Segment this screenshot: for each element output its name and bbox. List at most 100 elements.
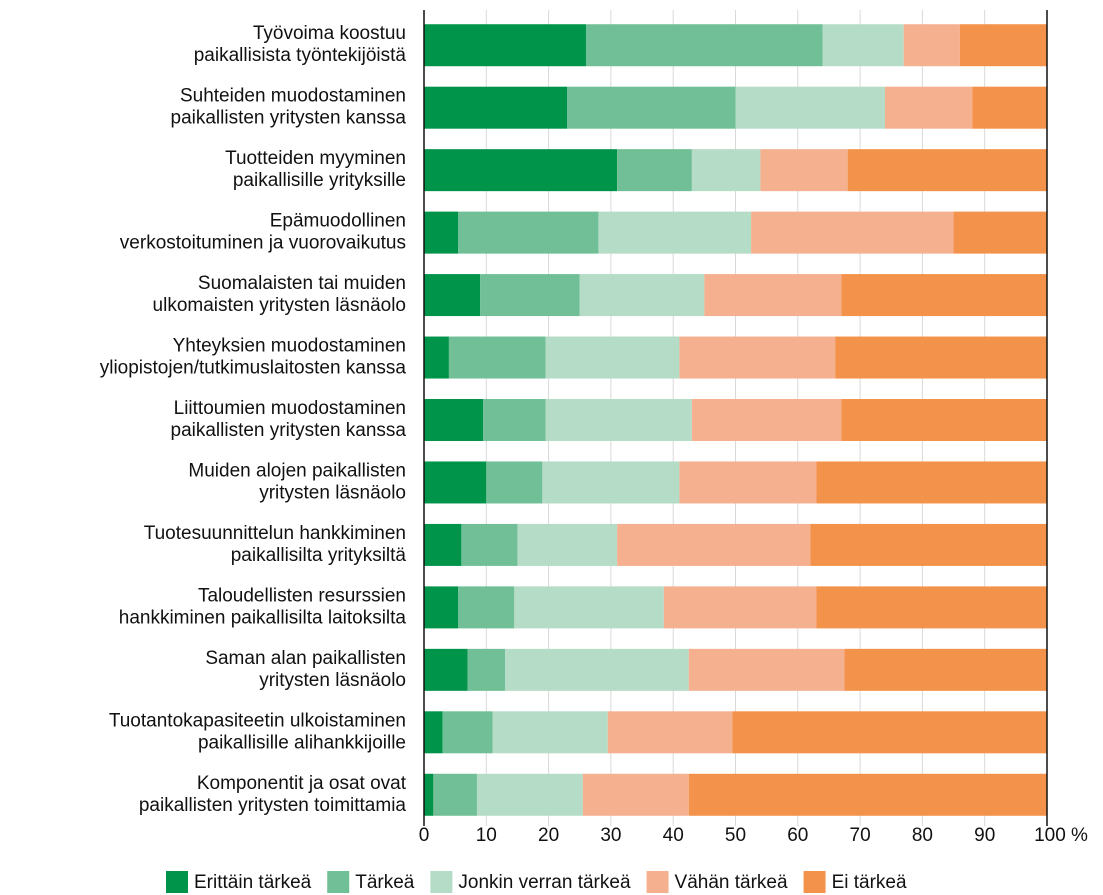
- category-label: paikallisille yrityksille: [233, 170, 406, 191]
- bar-segment: [598, 211, 752, 254]
- category-label: Tuotesuunnittelun hankkiminen: [144, 523, 406, 544]
- bar-segment: [458, 586, 515, 629]
- bar-segment: [579, 274, 705, 317]
- legend-swatch: [430, 871, 453, 893]
- bar-segment: [810, 523, 1047, 566]
- bar-segment: [760, 149, 848, 192]
- legend-swatch: [327, 871, 350, 893]
- bar-segment: [679, 461, 817, 504]
- bar-segment: [480, 274, 580, 317]
- legend-label: Tärkeä: [355, 872, 415, 893]
- bar-segment: [816, 586, 1047, 629]
- x-tick-label: 20: [538, 825, 559, 846]
- category-label: paikallisista työntekijöistä: [194, 45, 407, 66]
- bar-segment: [847, 149, 1047, 192]
- bar-segment: [424, 523, 462, 566]
- bar-segment: [486, 461, 543, 504]
- bar-segment: [663, 586, 817, 629]
- category-label: Suomalaisten tai muiden: [198, 273, 406, 294]
- bar-segment: [841, 274, 1047, 317]
- category-label: yritysten läsnäolo: [259, 482, 406, 503]
- bar-segment: [688, 648, 845, 691]
- bar-segment: [688, 773, 1047, 816]
- x-tick-label: 0: [419, 825, 430, 846]
- category-label: Epämuodollinen: [270, 211, 406, 232]
- category-label: Suhteiden muodostaminen: [180, 86, 406, 107]
- x-tick-label: 90: [974, 825, 995, 846]
- bar-segment: [841, 399, 1047, 441]
- category-label: ulkomaisten yritysten läsnäolo: [153, 295, 406, 316]
- x-tick-label: 100 %: [1034, 825, 1088, 846]
- bar-segment: [424, 586, 459, 629]
- bar-segment: [732, 711, 1047, 754]
- bar-segment: [461, 523, 518, 566]
- legend-label: Ei tärkeä: [832, 872, 907, 893]
- bar-segment: [424, 24, 586, 67]
- category-label: Työvoima koostuu: [253, 23, 406, 44]
- legend-swatch: [166, 871, 188, 893]
- bar-segment: [691, 149, 761, 192]
- category-label: paikallisten yritysten toimittamia: [139, 795, 407, 816]
- bar-segment: [424, 648, 468, 691]
- x-tick-label: 40: [663, 825, 684, 846]
- x-tick-label: 10: [476, 825, 497, 846]
- x-tick-label: 60: [787, 825, 808, 846]
- category-label: paikallisten yritysten kanssa: [171, 420, 407, 441]
- bar-segment: [816, 461, 1047, 504]
- bar-segment: [448, 336, 546, 379]
- bar-segment: [458, 211, 599, 254]
- bar-segment: [424, 461, 487, 504]
- bar-segment: [545, 399, 692, 441]
- bar-segment: [433, 773, 477, 816]
- bar-segment: [424, 711, 443, 754]
- x-tick-label: 80: [912, 825, 933, 846]
- legend-swatch: [803, 871, 826, 893]
- bar-segment: [972, 86, 1047, 129]
- bar-segment: [424, 149, 618, 192]
- bar-segment: [514, 586, 664, 629]
- bar-segment: [467, 648, 505, 691]
- bar-segment: [607, 711, 733, 754]
- category-label: Liittoumien muodostaminen: [174, 398, 406, 419]
- category-label: yritysten läsnäolo: [259, 670, 406, 691]
- category-label: Komponentit ja osat ovat: [197, 773, 407, 794]
- bar-segment: [424, 86, 568, 129]
- legend-label: Jonkin verran tärkeä: [458, 872, 631, 893]
- bar-segment: [735, 86, 886, 129]
- bar-segment: [504, 648, 689, 691]
- bar-segment: [545, 336, 680, 379]
- bar-segment: [542, 461, 680, 504]
- legend-swatch: [646, 871, 669, 893]
- bar-segment: [885, 86, 973, 129]
- bar-segment: [424, 399, 484, 441]
- category-label: Taloudellisten resurssien: [198, 585, 406, 606]
- category-label: Tuotantokapasiteetin ulkoistaminen: [109, 710, 406, 731]
- bar-segment: [476, 773, 583, 816]
- category-label: hankkiminen paikallisilta laitoksilta: [119, 607, 407, 628]
- bar-segment: [822, 24, 904, 67]
- bar-segment: [483, 399, 546, 441]
- category-label: paikallisten yritysten kanssa: [171, 108, 407, 129]
- x-tick-label: 50: [725, 825, 746, 846]
- bar-segment: [679, 336, 836, 379]
- category-label: Tuotteiden myyminen: [225, 148, 406, 169]
- bar-segment: [903, 24, 960, 67]
- bar-segment: [424, 336, 449, 379]
- bar-segment: [844, 648, 1047, 691]
- bar-segment: [424, 773, 434, 816]
- bar-segment: [691, 399, 842, 441]
- bar-segment: [704, 274, 842, 317]
- legend-label: Erittäin tärkeä: [194, 872, 312, 893]
- x-tick-label: 70: [850, 825, 871, 846]
- bar-segment: [959, 24, 1047, 67]
- bar-segment: [617, 149, 692, 192]
- category-label: Saman alan paikallisten: [205, 648, 406, 669]
- category-label: paikallisille alihankkijoille: [198, 732, 406, 753]
- x-tick-label: 30: [600, 825, 621, 846]
- bar-segment: [835, 336, 1047, 379]
- bar-segment: [617, 523, 811, 566]
- bar-segment: [751, 211, 954, 254]
- bar-segment: [424, 211, 459, 254]
- legend-label: Vähän tärkeä: [675, 872, 788, 893]
